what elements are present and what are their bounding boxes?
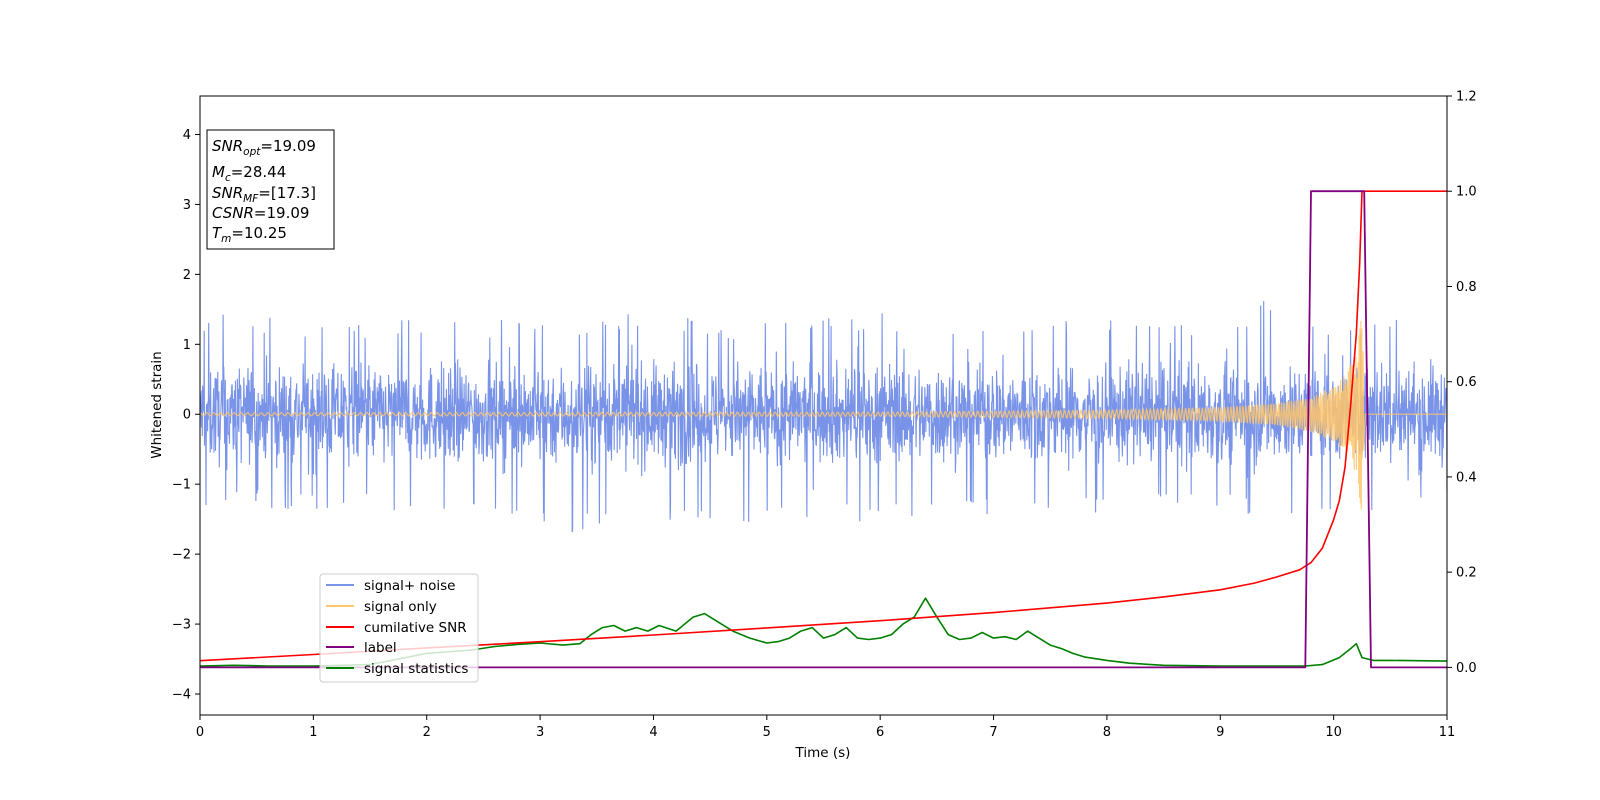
legend-label-label: label [364, 640, 397, 656]
x-tick-label: 2 [423, 725, 431, 740]
legend-label-signal-noise: signal+ noise [364, 578, 455, 594]
x-axis-label: Time (s) [795, 745, 851, 761]
x-tick-label: 4 [649, 725, 657, 740]
y-left-tick-label: 1 [183, 338, 191, 353]
y-right-tick-label: 0.8 [1456, 280, 1477, 295]
y-right-tick-label: 0.4 [1456, 470, 1477, 485]
series-layer [200, 190, 1447, 669]
series-signal-statistics [200, 597, 1447, 667]
plot-frame [199, 95, 1448, 716]
legend-entry-cumulative-snr: cumilative SNR [326, 620, 467, 636]
y-left-tick-label: 2 [183, 268, 191, 283]
annotation-snr-opt: SNRopt=19.09 [212, 137, 316, 158]
y-left-tick-label: 3 [183, 198, 191, 213]
annotation-mc: Mc=28.44 [212, 163, 286, 184]
x-tick-label: 1 [309, 725, 317, 740]
legend-label-signal-statistics: signal statistics [364, 661, 468, 677]
legend-entry-signal-statistics: signal statistics [326, 661, 468, 677]
y-left-tick-label: 0 [183, 408, 191, 423]
x-tick-label: 11 [1439, 725, 1456, 740]
y-right-tick-label: 0.0 [1456, 661, 1477, 676]
y-right-tick-label: 1.2 [1456, 90, 1477, 105]
y-left-tick-label: −2 [172, 548, 191, 563]
y-left-tick-label: −1 [172, 478, 191, 493]
series-cumulative-snr [200, 190, 1447, 662]
x-axis: 0 1 2 3 4 5 6 7 8 9 10 11 [196, 715, 1455, 740]
y-left-tick-label: −3 [172, 618, 191, 633]
parameter-annotation: SNRopt=19.09 Mc=28.44 SNRMF=[17.3] CSNR=… [206, 129, 335, 250]
y-left-tick-label: 4 [183, 128, 191, 143]
y-axis-left: −4 −3 −2 −1 0 1 2 3 4 [172, 128, 200, 703]
series-signal-noise [200, 301, 1447, 533]
legend-entry-signal-noise: signal+ noise [326, 578, 455, 594]
x-tick-label: 3 [536, 725, 544, 740]
x-tick-label: 8 [1103, 725, 1111, 740]
y-right-tick-label: 1.0 [1456, 185, 1477, 200]
x-tick-label: 6 [876, 725, 884, 740]
annotation-csnr: CSNR=19.09 [212, 204, 309, 222]
legend-label-signal-only: signal only [364, 599, 437, 615]
y-left-tick-label: −4 [172, 688, 191, 703]
legend-entry-signal-only: signal only [326, 599, 437, 615]
series-signal-only [200, 320, 1447, 510]
x-tick-label: 9 [1216, 725, 1224, 740]
annotation-snr-mf: SNRMF=[17.3] [212, 184, 316, 205]
y-right-tick-label: 0.2 [1456, 566, 1477, 581]
series-label [200, 190, 1447, 669]
annotation-box [206, 129, 335, 250]
legend-label-cumulative-snr: cumilative SNR [364, 620, 467, 636]
x-tick-label: 7 [989, 725, 997, 740]
legend: signal+ noise signal only cumilative SNR… [319, 573, 479, 683]
x-tick-label: 10 [1325, 725, 1342, 740]
x-tick-label: 0 [196, 725, 204, 740]
y-axis-right: 0.0 0.2 0.4 0.6 0.8 1.0 1.2 [1447, 90, 1477, 676]
y-right-tick-label: 0.6 [1456, 375, 1477, 390]
legend-box [319, 573, 479, 683]
x-tick-label: 5 [763, 725, 771, 740]
y-axis-label: Whitened strain [149, 351, 165, 458]
annotation-tm: Tm=10.25 [212, 224, 287, 245]
legend-entry-label: label [326, 640, 397, 656]
